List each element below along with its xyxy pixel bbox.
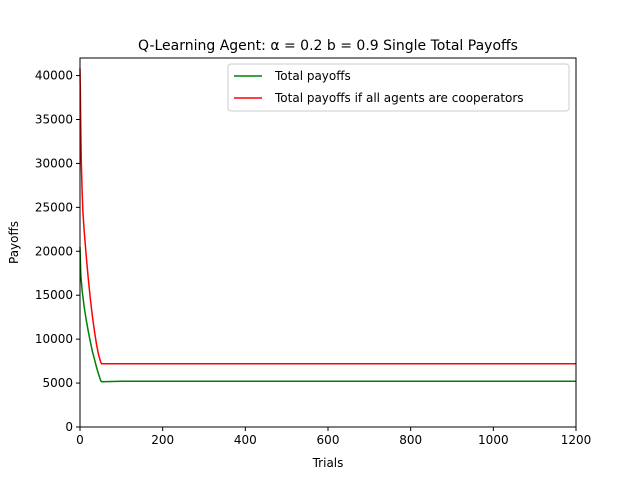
y-tick-label: 10000 <box>35 332 73 346</box>
series-line-1 <box>79 246 576 383</box>
y-tick-label: 15000 <box>35 288 73 302</box>
y-axis-title: Payoffs <box>7 221 21 264</box>
y-tick-label: 5000 <box>42 376 73 390</box>
x-tick-label: 400 <box>234 433 257 447</box>
legend-label-1: Total payoffs <box>274 69 351 83</box>
x-tick-label: 0 <box>76 433 84 447</box>
legend-label-2: Total payoffs if all agents are cooperat… <box>274 91 524 105</box>
y-tick-label: 0 <box>65 420 73 434</box>
y-tick-label: 35000 <box>35 113 73 127</box>
y-axis: 0 5000 10000 15000 20000 25000 30000 35000 40000 <box>35 69 80 434</box>
x-tick-label: 200 <box>151 433 174 447</box>
x-axis: 0 200 400 600 800 1000 1200 <box>76 427 591 447</box>
y-tick-label: 20000 <box>35 244 73 258</box>
x-tick-label: 600 <box>317 433 340 447</box>
legend-box <box>227 63 570 112</box>
y-tick-label: 25000 <box>35 200 73 214</box>
y-tick-label: 40000 <box>35 69 73 83</box>
x-tick-label: 800 <box>399 433 422 447</box>
chart-title: Q-Learning Agent: α = 0.2 b = 0.9 Single… <box>138 38 518 54</box>
series-line-2 <box>79 68 576 365</box>
x-tick-label: 1200 <box>561 433 592 447</box>
series-layer <box>79 68 576 383</box>
y-tick-label: 30000 <box>35 156 73 170</box>
x-axis-title: Trials <box>312 456 344 470</box>
x-tick-label: 1000 <box>478 433 509 447</box>
legend: Total payoffs Total payoffs if all agents… <box>227 63 570 112</box>
plot-area <box>80 58 576 427</box>
